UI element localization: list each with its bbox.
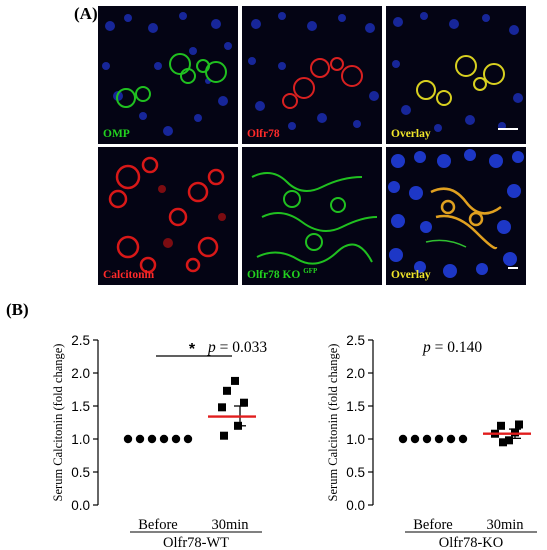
chart-olfr78-wt-svg: 0.0 0.5 1.0 1.5 2.0 2.5 Serum Calcitonin (fold… [51, 333, 267, 550]
after-data-point [499, 438, 507, 447]
before-data-point [159, 434, 169, 444]
y-axis-label: Serum Calcitonin (fold change) [51, 344, 65, 502]
p-value: = 0.140 [431, 339, 483, 356]
y-tick-label: 1.5 [71, 399, 90, 414]
gfp-superscript: GFP [303, 267, 318, 276]
before-data-point [123, 434, 133, 444]
p-value-label: p = 0.033 [207, 339, 267, 356]
after-data-point [505, 436, 513, 445]
y-tick-label: 2.0 [346, 366, 365, 381]
p-symbol: p [207, 339, 216, 356]
micrograph-olfr78-label: Olfr78 [247, 128, 280, 140]
after-data-point [220, 431, 228, 440]
scale-bar-top [498, 127, 518, 130]
micrograph-olfr78-ko-text: Olfr78 KO [247, 269, 301, 281]
before-data-point [458, 434, 468, 444]
micrograph-olfr78-ko-gfp: Olfr78 KO GFP [242, 147, 382, 285]
before-data-point [398, 434, 408, 444]
chart-olfr78-ko: 0.0 0.5 1.0 1.5 2.0 2.5 Serum Calcitonin (fold… [275, 318, 547, 550]
before-data-point [147, 434, 157, 444]
micrograph-overlay-top: Overlay [386, 6, 526, 144]
p-value: = 0.033 [216, 339, 268, 356]
significance-star: * [189, 341, 196, 358]
micrograph-overlay-bottom-image [388, 149, 524, 278]
y-axis-label: Serum Calcitonin (fold change) [326, 344, 340, 502]
scale-bar-bottom [508, 266, 518, 269]
before-data-point [183, 434, 193, 444]
micrograph-overlay-bottom: Overlay [386, 147, 526, 285]
micrograph-olfr78: Olfr78 [242, 6, 382, 144]
micrograph-calcitonin: Calcitonin [98, 147, 238, 285]
micrograph-omp-label: OMP [103, 128, 130, 140]
before-data-point [135, 434, 145, 444]
before-data-point [422, 434, 432, 444]
y-tick-label: 2.5 [346, 333, 365, 348]
after-data-point [515, 420, 523, 429]
chart-olfr78-ko-svg: 0.0 0.5 1.0 1.5 2.0 2.5 Serum Calcitonin (fold… [326, 333, 537, 550]
x-category-label: Before [413, 517, 452, 533]
after-data-point [240, 398, 248, 407]
chart-olfr78-wt: 0.0 0.5 1.0 1.5 2.0 2.5 Serum Calcitonin (fold… [0, 318, 272, 550]
y-tick-label: 2.5 [71, 333, 90, 348]
x-category-label: Before [138, 517, 177, 533]
after-data-point [231, 376, 239, 385]
before-data-point [171, 434, 181, 444]
micrograph-overlay-top-image [392, 12, 523, 132]
before-data-point [446, 434, 456, 444]
y-tick-label: 1.0 [346, 432, 365, 447]
group-label: Olfr78-KO [439, 535, 503, 550]
micrograph-calcitonin-label: Calcitonin [103, 269, 155, 281]
micrograph-olfr78-ko-gfp-image [251, 172, 378, 265]
after-data-point [218, 403, 226, 412]
after-data-point [497, 421, 505, 430]
y-tick-label: 0.0 [71, 498, 90, 513]
micrograph-omp: OMP [98, 6, 238, 144]
x-category-label: 30min [486, 517, 524, 533]
panel-a-letter: (A) [74, 4, 98, 23]
group-label: Olfr78-WT [163, 535, 229, 550]
before-data-point [410, 434, 420, 444]
y-tick-label: 1.0 [71, 432, 90, 447]
micrograph-olfr78-ko-gfp-label: Olfr78 KO GFP [247, 267, 317, 281]
after-data-point [223, 386, 231, 395]
micrograph-olfr78-image [248, 12, 379, 130]
p-value-label: p = 0.140 [422, 339, 482, 356]
before-data-point [434, 434, 444, 444]
x-category-label: 30min [211, 517, 249, 533]
micrograph-calcitonin-image [108, 156, 226, 274]
p-symbol: p [422, 339, 431, 356]
micrograph-omp-image [102, 12, 232, 136]
micrograph-overlay-top-label: Overlay [391, 128, 431, 140]
y-tick-label: 0.5 [71, 465, 90, 480]
micrograph-overlay-bottom-label: Overlay [391, 269, 431, 281]
panel-b-letter: (B) [6, 300, 29, 319]
y-tick-label: 2.0 [71, 366, 90, 381]
y-tick-label: 0.0 [346, 498, 365, 513]
y-tick-label: 1.5 [346, 399, 365, 414]
y-tick-label: 0.5 [346, 465, 365, 480]
